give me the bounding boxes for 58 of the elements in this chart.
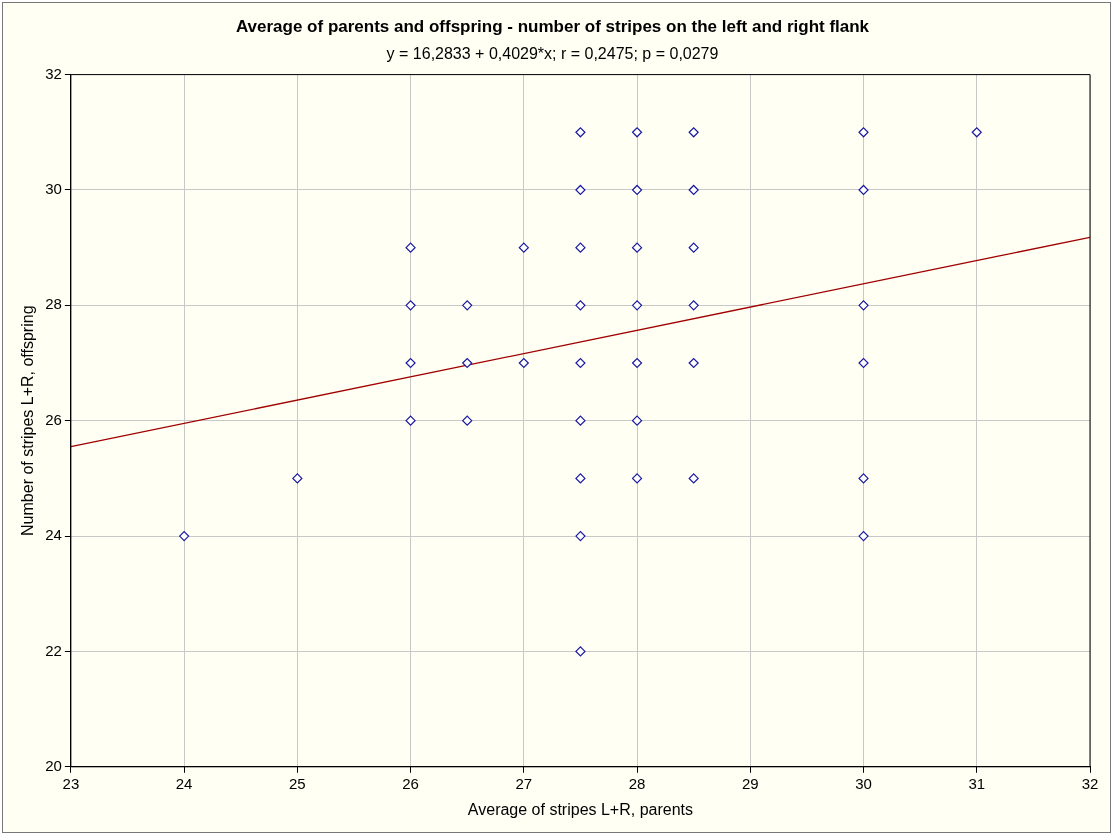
point bbox=[179, 530, 190, 542]
x-tick-label: 28 bbox=[628, 774, 646, 792]
point bbox=[575, 473, 586, 484]
point bbox=[688, 242, 699, 253]
x-tick-label: 29 bbox=[741, 774, 759, 792]
x-tick-label: 27 bbox=[515, 774, 533, 792]
point bbox=[575, 530, 586, 542]
point bbox=[405, 300, 416, 311]
point bbox=[631, 184, 643, 196]
point bbox=[518, 242, 529, 253]
point bbox=[575, 127, 586, 138]
point bbox=[858, 473, 869, 484]
point bbox=[405, 415, 416, 426]
point bbox=[631, 242, 643, 253]
chart-subtitle: y = 16,2833 + 0,4029*x; r = 0,2475; p = 0,0279 bbox=[386, 45, 719, 63]
point bbox=[858, 127, 869, 138]
y-tick-label: 20 bbox=[45, 756, 62, 774]
point bbox=[688, 127, 699, 138]
point bbox=[688, 357, 699, 369]
point bbox=[631, 415, 643, 426]
point bbox=[688, 473, 699, 484]
point bbox=[631, 300, 643, 311]
y-tick-label: 28 bbox=[45, 295, 62, 313]
chart-title: Average of parents and offspring - number of stripes on the left and right flank bbox=[235, 16, 870, 36]
y-tick-label: 26 bbox=[45, 410, 62, 428]
x-tick-label: 30 bbox=[855, 774, 872, 792]
point bbox=[688, 184, 699, 196]
point bbox=[462, 415, 473, 426]
y-tick-label: 32 bbox=[45, 64, 62, 82]
point bbox=[575, 300, 586, 311]
point bbox=[858, 530, 869, 542]
point bbox=[575, 242, 586, 253]
x-tick-label: 32 bbox=[1081, 774, 1099, 792]
point bbox=[858, 300, 869, 311]
x-tick-label: 23 bbox=[62, 774, 80, 792]
point bbox=[405, 242, 416, 253]
x-tick-label: 25 bbox=[289, 774, 306, 792]
point bbox=[462, 357, 473, 369]
point bbox=[575, 646, 586, 657]
x-tick-label: 24 bbox=[175, 774, 193, 792]
y-axis-title: Number of stripes L+R, offspring bbox=[19, 305, 37, 536]
point bbox=[688, 300, 699, 311]
point bbox=[292, 473, 303, 484]
x-axis-title: Average of stripes L+R, parents bbox=[467, 800, 694, 818]
point bbox=[462, 300, 473, 311]
point bbox=[405, 357, 416, 369]
x-tick-label: 26 bbox=[402, 774, 419, 792]
point bbox=[631, 473, 643, 484]
y-tick-label: 22 bbox=[45, 641, 62, 659]
point bbox=[971, 127, 982, 138]
point bbox=[575, 415, 586, 426]
point bbox=[631, 127, 643, 138]
point bbox=[575, 184, 586, 196]
y-tick-label: 30 bbox=[45, 180, 62, 198]
x-tick-label: 31 bbox=[968, 774, 986, 792]
point bbox=[518, 357, 529, 369]
point bbox=[631, 357, 643, 369]
y-tick-label: 24 bbox=[45, 526, 62, 544]
